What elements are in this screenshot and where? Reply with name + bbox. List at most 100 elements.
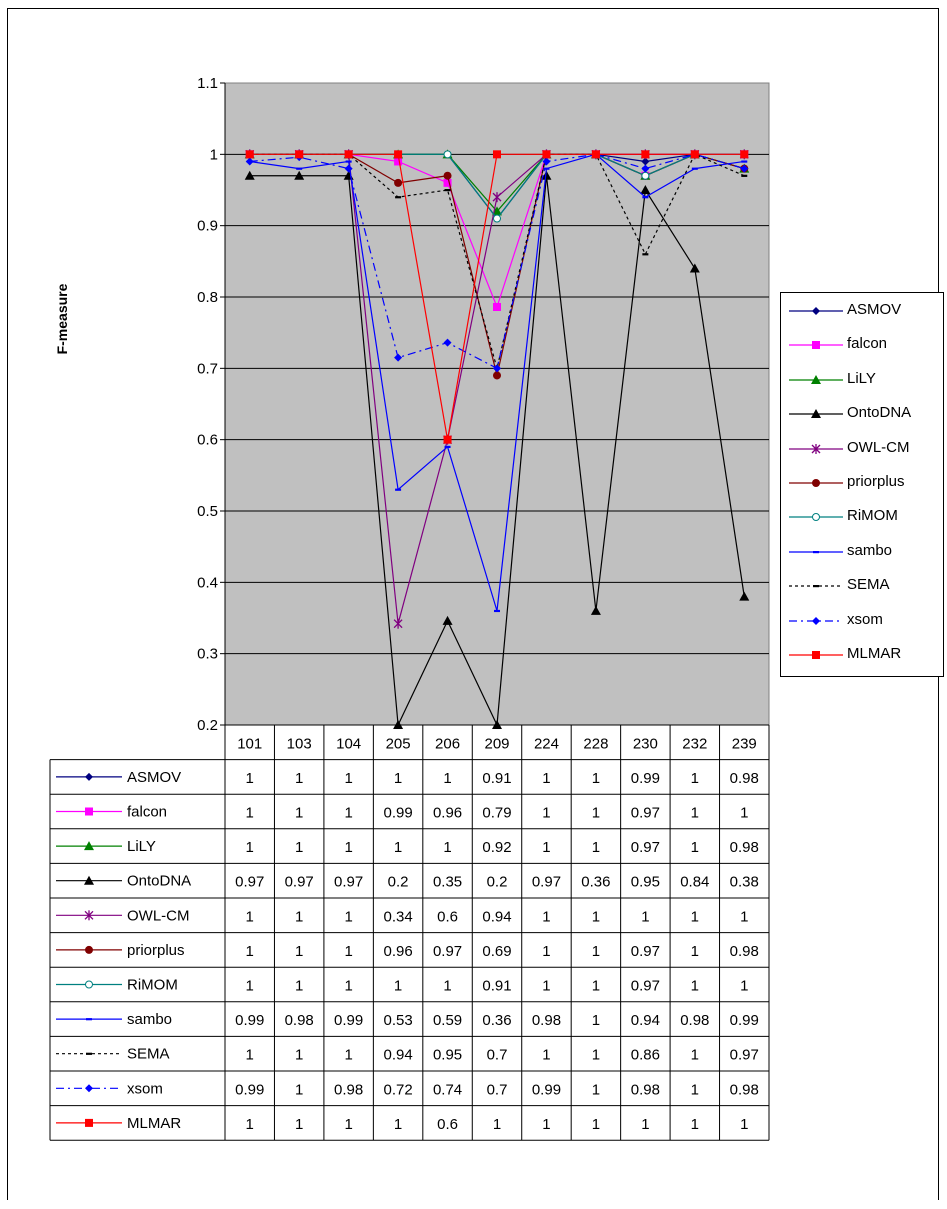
table-cell-value: 1 [542,805,550,822]
row-legend-marker [85,807,93,816]
series-line [249,153,745,369]
table-cell-value: 0.97 [631,943,660,960]
table-cell-value: 1 [394,978,402,995]
data-point [344,150,353,159]
table-cell-value: 0.84 [680,874,709,891]
table-cell-value: 0.91 [482,978,511,995]
table-cell-value: 1 [592,770,600,787]
table-cell-value: 1 [344,805,352,822]
table-cell-value: 1 [344,1116,352,1133]
table-cell-value: 0.94 [482,908,511,925]
table-cell-value: 1 [691,978,699,995]
data-point [543,167,550,170]
data-point [590,605,601,615]
legend-key [789,307,843,315]
table-cell-value: 1 [691,908,699,925]
legend-label: falcon [847,335,888,353]
table-cell-value: 1 [641,908,649,925]
table-cell-value: 1 [542,943,550,960]
row-legend-marker [86,1018,92,1021]
legend-item-mlmar: MLMAR [781,638,945,672]
table-cell-value: 0.97 [235,874,264,891]
table-row: SEMA 1 1 1 0.94 0.95 0.7 1 1 0.86 1 0.97 [56,1046,759,1064]
y-tick-labels: 0.2 0.3 0.4 0.5 0.6 0.7 0.8 0.9 1 1.1 [197,75,218,734]
table-cell-value: 0.95 [433,1047,462,1064]
legend-item-asmov: ASMOV [781,294,945,328]
row-series-name: OWL-CM [127,907,190,924]
data-point [344,164,353,173]
table-cell-value: 1 [295,1116,303,1133]
data-point [443,338,452,347]
table-cell-value: 0.99 [532,1081,561,1098]
table-cell-value: 1 [592,1116,600,1133]
table-cell-value: 0.74 [433,1081,462,1098]
table-cell-value: 1 [295,805,303,822]
legend-key [789,409,843,419]
legend-key [789,651,843,659]
table-cell-value: 0.98 [532,1012,561,1029]
table-cell-value: 1 [246,943,254,960]
data-point [442,615,453,625]
table-row: xsom 0.99 1 0.98 0.72 0.74 0.7 0.99 1 0.98 1 0.98 [56,1080,759,1098]
table-cell-value: 0.94 [383,1047,412,1064]
table-row: OntoDNA 0.97 0.97 0.97 0.2 0.35 0.2 0.97 0.36 0.9… [56,873,759,891]
row-legend-marker [84,910,94,921]
legend-item-sema: SEMA [781,569,945,603]
legend-key [789,443,843,454]
data-point [395,488,402,491]
table-cell-value: 0.91 [482,770,511,787]
row-series-name: MLMAR [127,1115,181,1132]
legend-key-marker [813,585,819,588]
x-category-label: 239 [732,735,757,752]
table-cell-value: 1 [246,978,254,995]
table-cell-value: 1 [542,1047,550,1064]
table-cell-value: 0.97 [433,943,462,960]
data-point [691,167,698,170]
data-point [493,302,501,311]
x-category-label: 101 [237,735,262,752]
y-tick-label: 0.5 [197,503,218,520]
row-series-name: SEMA [127,1046,170,1063]
table-cell-value: 1 [542,1116,550,1133]
plot-area [224,82,770,726]
y-tick-label: 1 [210,146,218,163]
legend-label: xsom [847,610,883,628]
data-point [740,150,749,159]
legend-label: LiLY [847,369,876,387]
table-cell-value: 0.53 [383,1012,412,1029]
table-cell-value: 1 [295,978,303,995]
table-cell-value: 0.97 [631,805,660,822]
data-point [642,196,649,199]
y-tick-label: 0.6 [197,432,218,449]
data-point [640,185,651,194]
table-cell-value: 0.7 [487,1047,508,1064]
data-point [641,171,650,180]
table-cell-value: 1 [295,1081,303,1098]
table-cell-value: 0.98 [631,1081,660,1098]
table-cell-value: 0.99 [235,1081,264,1098]
table-cell-value: 0.86 [631,1047,660,1064]
data-point [443,171,452,180]
legend: ASMOV falcon LiLY OntoDNA OWL-CM priorplus RiM… [780,292,944,677]
table-cell-value: 0.94 [631,1012,660,1029]
data-point [296,167,303,170]
table-cell-value: 1 [592,908,600,925]
series-mlmar [245,150,749,444]
data-point [444,189,451,192]
table-cell-value: 1 [592,1081,600,1098]
legend-label: MLMAR [847,645,902,662]
table-cell-value: 1 [246,839,254,856]
table-cell-value: 1 [443,770,451,787]
table-cell-value: 0.6 [437,908,458,925]
row-series-name: OntoDNA [127,873,191,890]
data-point [493,364,501,373]
table-cell-value: 1 [443,978,451,995]
legend-label: SEMA [847,576,890,594]
legend-key-marker [811,443,821,454]
legend-key [789,479,843,487]
legend-item-priorplus: priorplus [781,466,945,500]
legend-key-marker [811,374,821,384]
table-cell-value: 1 [691,805,699,822]
table-cell-value: 1 [542,839,550,856]
table-cell-value: 0.92 [482,839,511,856]
